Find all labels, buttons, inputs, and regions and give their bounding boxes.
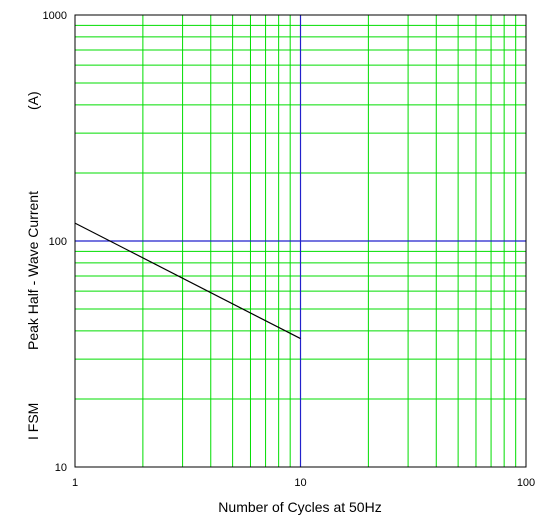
x-tick-label: 1 bbox=[72, 477, 78, 489]
y-axis-label-group: I FSM Peak Half - Wave Current (A) bbox=[25, 91, 41, 440]
x-tick-label: 100 bbox=[517, 477, 535, 489]
tick-labels: 10 100 1000 1 10 100 bbox=[43, 10, 536, 489]
x-tick-label: 10 bbox=[294, 477, 306, 489]
y-axis-label-unit: (A) bbox=[25, 91, 41, 110]
x-axis-label: Number of Cycles at 50Hz bbox=[218, 499, 381, 515]
y-tick-label: 100 bbox=[49, 236, 67, 248]
major-grid bbox=[75, 15, 526, 467]
series-line-0 bbox=[74, 222, 301, 340]
y-axis-label-title: Peak Half - Wave Current bbox=[25, 191, 41, 350]
plot-frame bbox=[74, 14, 527, 468]
y-tick-label: 10 bbox=[55, 462, 67, 474]
series-layer bbox=[74, 222, 301, 340]
y-tick-label: 1000 bbox=[43, 10, 67, 22]
y-axis-label-symbol: I FSM bbox=[25, 403, 41, 440]
